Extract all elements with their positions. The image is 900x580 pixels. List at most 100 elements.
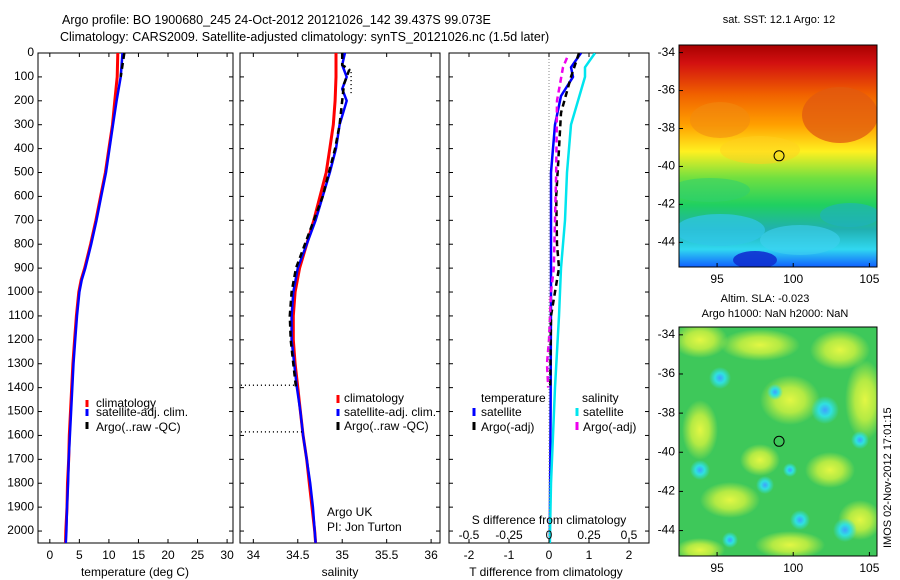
- y-tick-label: 600: [14, 189, 34, 203]
- legend-temp-satellite: satellite: [481, 405, 522, 419]
- y-tick-label: 1300: [7, 356, 34, 370]
- legend-argo-raw: Argo(..raw -QC): [96, 420, 181, 434]
- salinity-plot-frame: [239, 52, 441, 544]
- map-y-tick-label: -38: [658, 121, 676, 135]
- difference-panel: -2 -1 0 1 2 -0.5 -0.25 0 0.25 0.5 S difference f…: [448, 52, 650, 579]
- y-tick-label: 300: [14, 117, 34, 131]
- y-tick-label: 2000: [7, 523, 34, 537]
- y-tick-label: 1200: [7, 332, 34, 346]
- x-tick-label: 34.5: [286, 548, 310, 562]
- y-tick-label: 400: [14, 141, 34, 155]
- legend-salinity-title: salinity: [582, 391, 619, 405]
- y-tick-label: 500: [14, 165, 34, 179]
- x-tick-label: 15: [132, 548, 146, 562]
- series-temperature-1: [64, 53, 124, 543]
- y-tick-label: 1500: [7, 404, 34, 418]
- x-tick-label: 35.5: [375, 548, 399, 562]
- y-tick-label: 1000: [7, 284, 34, 298]
- sla-map-title-2: Argo h1000: NaN h2000: NaN: [702, 308, 849, 320]
- principal-investigator-label: PI: Jon Turton: [327, 520, 402, 534]
- temperature-x-label: temperature (deg C): [81, 565, 189, 579]
- map-y-tick-label: -44: [658, 235, 676, 249]
- series-salinity-1: [290, 53, 348, 543]
- sla-heatmap: [679, 327, 877, 556]
- y-tick-label: 100: [14, 69, 34, 83]
- map-x-tick-label: 95: [710, 561, 724, 575]
- y-tick-label: 1800: [7, 475, 34, 489]
- map-y-tick-label: -36: [658, 366, 676, 380]
- legend-temp-argo-adj: Argo(-adj): [481, 420, 534, 434]
- x-tick-label: -2: [464, 548, 475, 562]
- temperature-panel: 0100200300400500600700800900100011001200…: [7, 45, 234, 579]
- sla-argo-location-marker: [773, 435, 785, 447]
- sla-map-title-1: Altim. SLA: -0.023: [721, 293, 810, 305]
- title-line-2: Climatology: CARS2009. Satellite-adjuste…: [60, 30, 550, 44]
- map-x-tick-label: 105: [859, 561, 879, 575]
- x-tick-label: 0: [546, 548, 553, 562]
- y-tick-label: 700: [14, 212, 34, 226]
- map-y-tick-label: -44: [658, 523, 676, 537]
- y-tick-label: 900: [14, 260, 34, 274]
- t-difference-label: T difference from climatology: [469, 565, 623, 579]
- sst-map-title: sat. SST: 12.1 Argo: 12: [723, 14, 836, 26]
- map-y-tick-label: -34: [658, 45, 676, 59]
- series-salinity-2: [288, 53, 351, 388]
- x-tick-label: 35: [336, 548, 350, 562]
- map-x-tick-label: 105: [859, 272, 879, 286]
- map-y-tick-label: -36: [658, 83, 676, 97]
- sla-map-frame: [678, 326, 878, 557]
- difference-legend: temperature satellite Argo(-adj) salinit…: [472, 391, 636, 434]
- legend-satellite-adj: satellite-adj. clim.: [96, 405, 188, 419]
- x-tick-label: 30: [220, 548, 234, 562]
- y-tick-label: 1600: [7, 428, 34, 442]
- s-diff-tick-label: 0: [546, 528, 553, 542]
- map-y-tick-label: -38: [658, 405, 676, 419]
- legend-satellite-adj-sal: satellite-adj. clim.: [344, 405, 436, 419]
- x-tick-label: 0: [46, 548, 53, 562]
- salinity-legend: climatology satellite-adj. clim. Argo(..…: [336, 391, 436, 433]
- map-x-tick-label: 100: [783, 561, 803, 575]
- x-tick-label: 34: [247, 548, 261, 562]
- legend-climatology-sal: climatology: [344, 391, 404, 405]
- legend-sal-argo-adj: Argo(-adj): [583, 420, 636, 434]
- map-x-tick-label: 95: [710, 272, 724, 286]
- y-tick-label: 200: [14, 93, 34, 107]
- y-tick-label: 1100: [8, 308, 34, 322]
- sst-heatmap: [679, 45, 877, 267]
- s-diff-tick-label: -0.5: [459, 528, 480, 542]
- s-diff-tick-label: -0.25: [495, 528, 523, 542]
- map-y-tick-label: -40: [658, 444, 676, 458]
- x-tick-label: 2: [626, 548, 633, 562]
- float-operator-label: Argo UK: [327, 505, 372, 519]
- legend-argo-raw-sal: Argo(..raw -QC): [344, 419, 429, 433]
- temperature-legend: climatology satellite-adj. clim. Argo(..…: [85, 396, 188, 434]
- legend-sal-satellite: satellite: [583, 405, 624, 419]
- s-difference-label: S difference from climatology: [472, 513, 627, 527]
- series-difference-1: [548, 53, 581, 388]
- title-line-1: Argo profile: BO 1900680_245 24-Oct-2012…: [62, 13, 491, 27]
- temperature-plot-frame: [37, 52, 234, 544]
- x-tick-label: -1: [504, 548, 515, 562]
- x-tick-label: 36: [424, 548, 438, 562]
- y-tick-label: 800: [14, 236, 34, 250]
- salinity-panel: 34 34.5 35 35.5 36 salinity climatology sate…: [239, 52, 441, 579]
- series-difference-2: [548, 53, 597, 543]
- sst-map-frame: [678, 44, 878, 268]
- y-tick-label: 1700: [7, 452, 34, 466]
- series-temperature-2: [119, 53, 126, 78]
- s-diff-tick-label: 0.5: [621, 528, 638, 542]
- y-tick-label: 1400: [7, 380, 34, 394]
- map-y-tick-label: -34: [658, 327, 676, 341]
- map-y-tick-label: -42: [658, 484, 676, 498]
- y-tick-label: 1900: [7, 499, 34, 513]
- sst-map-panel: sat. SST: 12.1 Argo: 12 95 100 105 -34 -36 -3…: [658, 14, 880, 286]
- sla-map-panel: Altim. SLA: -0.023 Argo h1000: NaN h2000…: [658, 293, 880, 575]
- x-tick-label: 1: [586, 548, 593, 562]
- salinity-x-label: salinity: [322, 565, 359, 579]
- map-x-tick-label: 100: [783, 272, 803, 286]
- legend-climatology: climatology: [96, 396, 156, 410]
- map-y-tick-label: -40: [658, 159, 676, 173]
- x-tick-label: 20: [161, 548, 175, 562]
- y-tick-label: 0: [27, 45, 34, 59]
